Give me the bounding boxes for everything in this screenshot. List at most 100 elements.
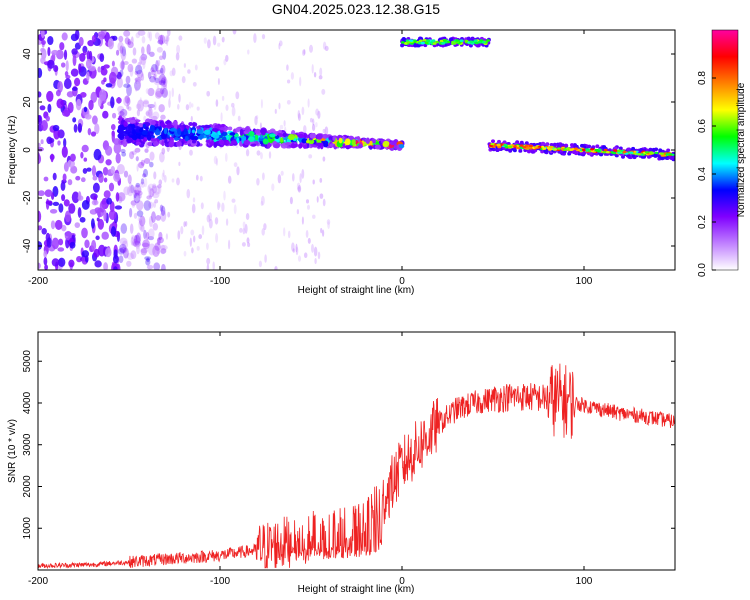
spectral-blob — [230, 140, 238, 145]
spectral-blob — [549, 143, 554, 147]
spectral-blob — [141, 46, 145, 55]
spectral-blob — [215, 158, 218, 166]
spectral-blob — [161, 263, 166, 270]
spectral-blob — [417, 41, 422, 45]
spectral-blob — [213, 155, 218, 165]
spectral-blob — [148, 215, 154, 228]
spectral-blob — [549, 146, 554, 149]
spectral-blob — [220, 112, 223, 122]
spectral-blob — [206, 257, 211, 265]
spectral-blob — [145, 258, 151, 266]
spectral-blob — [297, 110, 301, 119]
spectral-blob — [61, 32, 68, 41]
spectral-blob — [194, 64, 198, 71]
spectral-blob — [125, 125, 132, 132]
spectral-blob — [464, 39, 469, 43]
spectral-blob — [38, 190, 45, 197]
spectrogram-y-ticks: -40 -20 0 20 40 — [22, 48, 675, 253]
spectral-blob — [368, 145, 373, 149]
spectral-blob — [74, 30, 80, 40]
spectral-blob — [516, 146, 520, 150]
spectral-blob — [525, 146, 530, 149]
spectral-blob — [63, 138, 67, 148]
spectral-blob — [103, 64, 110, 69]
spectral-blob — [242, 227, 246, 235]
spectral-blob — [134, 78, 141, 85]
spectral-blob — [136, 210, 144, 217]
spectral-blob — [147, 236, 154, 241]
spectral-blob — [64, 230, 72, 241]
spectral-blob — [169, 70, 174, 77]
spectral-blob — [147, 31, 151, 39]
spectral-blob — [344, 138, 351, 146]
spectral-blob — [161, 87, 169, 98]
spectral-blob — [40, 30, 45, 39]
spectral-blob — [126, 252, 134, 260]
spectral-blob — [191, 203, 196, 214]
spectral-blob — [50, 153, 54, 163]
spectral-blob — [51, 49, 59, 56]
spectral-blob — [225, 218, 229, 226]
spectral-blob — [83, 157, 88, 162]
spectral-blob — [278, 42, 281, 50]
spectral-blob — [596, 149, 601, 153]
spectral-blob — [44, 264, 48, 270]
spectral-blob — [124, 95, 130, 104]
spectral-blob — [187, 69, 191, 74]
spectral-blob — [206, 90, 211, 97]
spectral-blob — [146, 195, 153, 200]
spectral-blob — [126, 260, 132, 267]
colorbar: 0.0 0.2 0.4 0.6 0.8 Normalized spectral ampl… — [697, 29, 747, 277]
spectral-blob — [117, 192, 126, 202]
spectral-blob — [253, 33, 257, 44]
spectral-blob — [317, 251, 321, 260]
spectral-blob — [161, 147, 166, 155]
spectral-blob — [307, 98, 310, 108]
spectral-blob — [543, 149, 548, 153]
spectral-blob — [215, 99, 219, 107]
spectral-blob — [668, 153, 673, 156]
spectral-blob — [559, 143, 564, 148]
spectral-blob — [135, 103, 142, 110]
spectral-blob — [62, 173, 67, 182]
spectral-blob — [103, 77, 107, 83]
spectral-blob — [112, 112, 117, 119]
spectral-blob — [156, 46, 163, 53]
spectral-blob — [442, 39, 447, 42]
spectral-blob — [138, 218, 143, 231]
spectral-blob — [84, 113, 92, 120]
spectral-blob — [142, 173, 147, 178]
x-tick-label: -200 — [28, 276, 48, 287]
spectral-blob — [295, 243, 298, 253]
spectral-blob — [133, 234, 141, 246]
spectral-blob — [141, 73, 145, 81]
spectral-blob — [159, 87, 165, 95]
spectral-blob — [259, 135, 264, 139]
spectral-blob — [148, 106, 153, 119]
spectral-blob — [322, 140, 329, 148]
spectral-blob — [132, 129, 136, 135]
spectral-blob — [177, 128, 182, 135]
spectral-blob — [146, 257, 150, 263]
spectral-blob — [181, 75, 186, 84]
spectral-blob — [131, 150, 137, 155]
spectral-blob — [617, 151, 622, 154]
spectral-blob — [212, 133, 220, 139]
spectral-blob — [163, 89, 168, 97]
spectral-blob — [595, 144, 600, 148]
spectral-blob — [74, 77, 81, 87]
spectral-blob — [557, 147, 561, 150]
spectral-blob — [123, 170, 129, 178]
spectral-blob — [57, 140, 61, 146]
spectral-blob — [136, 200, 144, 211]
spectral-blob — [178, 35, 183, 41]
spectral-blob — [139, 181, 146, 188]
spectral-blob — [119, 243, 127, 253]
spectral-blob — [189, 237, 192, 247]
spectral-blob — [231, 102, 235, 108]
figure-title: GN04.2025.023.12.38.G15 — [272, 1, 440, 17]
spectral-blob — [180, 124, 184, 132]
spectral-blob — [221, 202, 225, 213]
